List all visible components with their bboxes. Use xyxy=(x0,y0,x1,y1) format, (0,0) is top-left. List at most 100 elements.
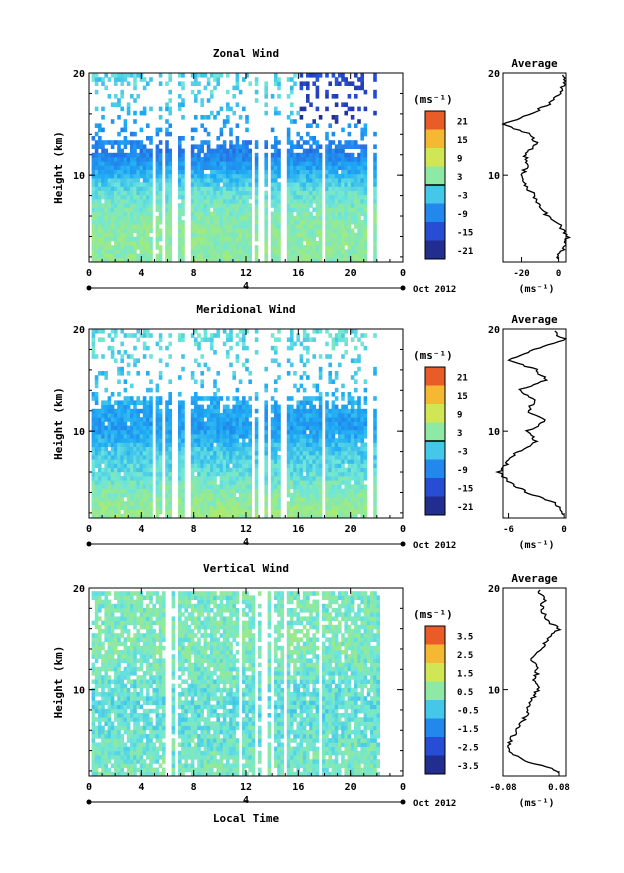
heatmap-cell xyxy=(264,169,268,175)
heatmap-cell xyxy=(235,102,240,107)
heatmap-cell xyxy=(341,178,345,183)
heatmap-cell xyxy=(290,408,294,414)
heatmap-cell xyxy=(293,442,297,447)
heatmap-cell xyxy=(232,488,236,494)
heatmap-cell xyxy=(155,488,160,494)
heatmap-cell xyxy=(178,157,182,162)
heatmap-cell xyxy=(254,207,259,212)
heatmap-cell xyxy=(210,404,214,410)
heatmap-cell xyxy=(363,215,368,221)
heatmap-cell xyxy=(165,173,169,179)
heatmap-cell xyxy=(130,396,134,401)
heatmap-cell xyxy=(206,178,211,183)
heatmap-cell xyxy=(165,228,169,233)
heatmap-cell xyxy=(254,471,259,477)
heatmap-cell xyxy=(354,459,358,464)
heatmap-cell xyxy=(91,169,96,175)
heatmap-cell xyxy=(328,224,332,229)
heatmap-cell xyxy=(331,505,336,510)
heatmap-cell xyxy=(302,371,307,376)
heatmap-cell xyxy=(136,220,140,225)
heatmap-cell xyxy=(91,136,96,141)
heatmap-cell xyxy=(293,425,297,431)
heatmap-cell xyxy=(206,241,211,246)
heatmap-cell xyxy=(139,110,144,116)
heatmap-cell xyxy=(334,429,339,435)
heatmap-cell xyxy=(232,413,236,418)
heatmap-cell xyxy=(216,182,220,187)
heatmap-cell xyxy=(338,241,342,246)
heatmap-cell xyxy=(312,438,316,443)
heatmap-cell xyxy=(178,471,182,477)
heatmap-cell xyxy=(149,136,153,141)
heatmap-cell xyxy=(302,81,307,86)
heatmap-cell xyxy=(222,429,227,435)
heatmap-cell xyxy=(245,455,249,460)
heatmap-cell xyxy=(341,488,345,494)
heatmap-cell xyxy=(133,98,137,103)
heatmap-cell xyxy=(142,421,147,426)
heatmap-cell xyxy=(302,492,307,498)
heatmap-cell xyxy=(306,220,310,225)
heatmap-cell xyxy=(318,463,323,468)
heatmap-cell xyxy=(114,417,118,422)
heatmap-cell xyxy=(91,236,96,242)
heatmap-cell xyxy=(286,425,291,431)
heatmap-cell xyxy=(101,215,105,221)
colorbar-tick-label: -15 xyxy=(457,484,473,494)
heatmap-cell xyxy=(98,203,102,208)
heatmap-cell xyxy=(235,459,240,464)
heatmap-cell xyxy=(114,186,118,191)
heatmap-cell xyxy=(286,190,291,196)
heatmap-cell xyxy=(286,157,291,162)
heatmap-cell xyxy=(286,94,291,99)
heatmap-cell xyxy=(219,471,224,477)
heatmap-cell xyxy=(245,408,249,414)
heatmap-cell xyxy=(178,165,182,170)
heatmap-cell xyxy=(200,497,204,502)
heatmap-cell xyxy=(178,417,182,422)
heatmap-cell xyxy=(277,446,281,452)
heatmap-cell xyxy=(274,249,278,254)
heatmap-cell xyxy=(235,341,240,347)
heatmap-cell xyxy=(200,438,204,443)
heatmap-cell xyxy=(206,232,211,238)
heatmap-cell xyxy=(178,492,182,498)
heatmap-cell xyxy=(110,421,115,426)
heatmap-cell xyxy=(315,505,320,510)
heatmap-cell xyxy=(94,612,99,617)
heatmap-cell xyxy=(219,215,224,221)
heatmap-cell xyxy=(293,186,297,191)
heatmap-cell xyxy=(165,253,169,259)
heatmap-cell xyxy=(254,173,259,179)
heatmap-cell xyxy=(360,425,364,431)
heatmap-cell xyxy=(222,492,227,498)
heatmap-cell xyxy=(229,194,233,200)
heatmap-cell xyxy=(178,148,182,154)
heatmap-cell xyxy=(254,224,259,229)
heatmap-cell xyxy=(101,480,105,485)
heatmap-cell xyxy=(306,161,310,166)
heatmap-cell xyxy=(290,333,294,338)
heatmap-cell xyxy=(91,450,96,456)
heatmap-cell xyxy=(226,350,230,355)
heatmap-cell xyxy=(226,471,230,477)
heatmap-cell xyxy=(94,413,99,418)
x-tick-label: 8 xyxy=(191,268,197,279)
heatmap-cell xyxy=(114,220,118,225)
heatmap-cell xyxy=(219,488,224,494)
heatmap-cell xyxy=(133,186,137,191)
heatmap-cell xyxy=(200,236,204,242)
heatmap-cell xyxy=(219,220,224,225)
heatmap-cell xyxy=(306,157,310,162)
heatmap-cell xyxy=(360,429,364,435)
heatmap-cell xyxy=(328,152,332,158)
heatmap-cell xyxy=(229,257,233,263)
heatmap-cell xyxy=(238,182,243,187)
heatmap-cell xyxy=(347,178,352,183)
heatmap-cell xyxy=(293,241,297,246)
heatmap-cell xyxy=(216,387,220,393)
heatmap-cell xyxy=(222,186,227,191)
heatmap-cell xyxy=(178,220,182,225)
heatmap-cell xyxy=(117,501,121,506)
